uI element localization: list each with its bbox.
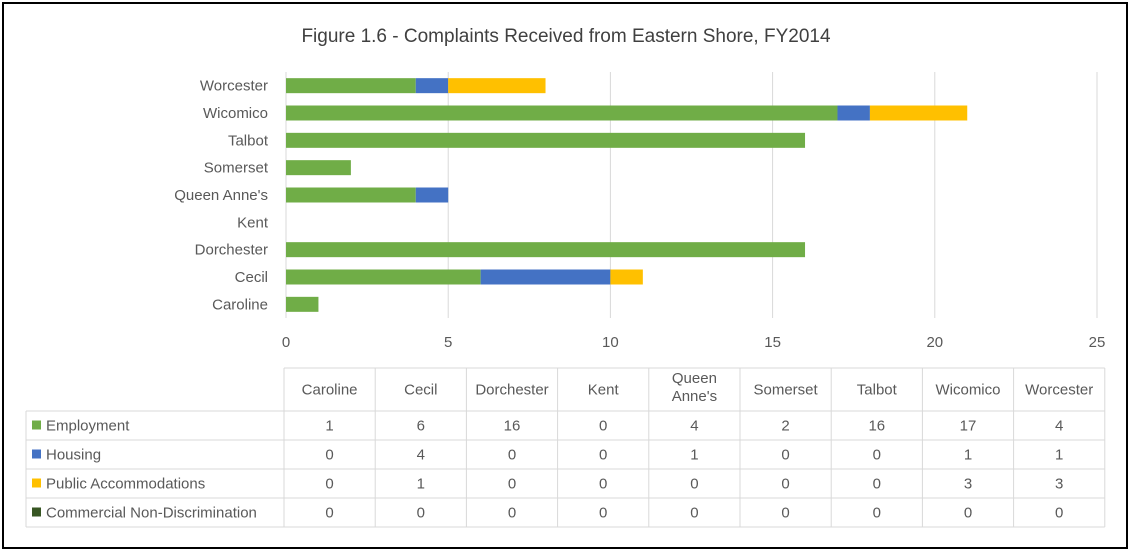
table-cell-commercial-non-discrimination-caroline: 0	[325, 505, 333, 522]
y-tick-label-worcester: Worcester	[200, 78, 268, 95]
table-cell-housing-worcester: 1	[1055, 447, 1063, 464]
table-cell-commercial-non-discrimination-wicomico: 0	[964, 505, 972, 522]
table-cell-commercial-non-discrimination-kent: 0	[599, 505, 607, 522]
x-tick-label-5: 5	[444, 334, 452, 351]
table-cell-commercial-non-discrimination-queen-anne-s: 0	[690, 505, 698, 522]
table-header-dorchester: Dorchester	[475, 382, 548, 399]
bar-talbot-employment	[286, 132, 806, 148]
table-cell-employment-somerset: 2	[781, 418, 789, 435]
table-cell-housing-cecil: 4	[417, 447, 425, 464]
table-header-caroline: Caroline	[302, 382, 358, 399]
table-cell-commercial-non-discrimination-talbot: 0	[873, 505, 881, 522]
series-label-public-accommodations: Public Accommodations	[46, 476, 205, 493]
y-tick-label-dorchester: Dorchester	[195, 242, 268, 259]
bar-wicomico-public-accommodations	[869, 105, 968, 121]
bar-queen-anne-s-employment	[286, 187, 416, 203]
table-cell-employment-dorchester: 16	[504, 418, 521, 435]
chart-title: Figure 1.6 - Complaints Received from Ea…	[301, 26, 831, 47]
bar-cecil-housing	[480, 269, 611, 285]
x-tick-label-20: 20	[926, 334, 943, 351]
table-header-worcester: Worcester	[1025, 382, 1093, 399]
y-tick-label-kent: Kent	[237, 214, 269, 231]
table-cell-housing-talbot: 0	[873, 447, 881, 464]
bar-queen-anne-s-housing	[415, 187, 449, 203]
table-cell-public-accommodations-worcester: 3	[1055, 476, 1063, 493]
table-cell-public-accommodations-caroline: 0	[325, 476, 333, 493]
table-cell-public-accommodations-dorchester: 0	[508, 476, 516, 493]
bar-cecil-employment	[286, 269, 481, 285]
y-tick-label-wicomico: Wicomico	[203, 105, 268, 122]
x-tick-labels: 0 5 10 15 20 25	[282, 334, 1106, 351]
legend-key-housing	[32, 449, 41, 459]
legend-key-public-accommodations	[32, 478, 41, 488]
y-tick-label-talbot: Talbot	[228, 132, 269, 149]
table-cell-public-accommodations-cecil: 1	[417, 476, 425, 493]
y-tick-label-queen-anne-s: Queen Anne's	[174, 187, 268, 204]
bar-cecil-public-accommodations	[610, 269, 643, 285]
table-cell-employment-cecil: 6	[417, 418, 425, 435]
table-header-somerset: Somerset	[753, 382, 818, 399]
table-cell-housing-wicomico: 1	[964, 447, 972, 464]
series-label-housing: Housing	[46, 447, 101, 464]
table-header-cecil: Cecil	[404, 382, 437, 399]
table-cell-commercial-non-discrimination-worcester: 0	[1055, 505, 1063, 522]
legend-key-employment	[32, 420, 41, 430]
data-table: Caroline Cecil Dorchester Kent Queen Anne's So…	[25, 367, 1106, 528]
bar-wicomico-housing	[837, 105, 870, 121]
bar-caroline-employment	[286, 296, 319, 312]
y-tick-label-cecil: Cecil	[235, 269, 268, 286]
y-tick-label-caroline: Caroline	[212, 296, 268, 313]
table-cell-commercial-non-discrimination-cecil: 0	[417, 505, 425, 522]
x-tick-label-10: 10	[602, 334, 619, 351]
table-cell-public-accommodations-talbot: 0	[873, 476, 881, 493]
y-tick-labels: Caroline Cecil Dorchester Kent Queen Anne's S…	[174, 78, 269, 314]
table-header-wicomico: Wicomico	[935, 382, 1000, 399]
series-label-employment: Employment	[46, 418, 130, 435]
table-cell-housing-somerset: 0	[781, 447, 789, 464]
table-cell-housing-dorchester: 0	[508, 447, 516, 464]
table-cell-public-accommodations-wicomico: 3	[964, 476, 972, 493]
x-tick-label-15: 15	[764, 334, 781, 351]
bar-dorchester-employment	[286, 242, 806, 258]
bar-somerset-employment	[286, 160, 351, 176]
table-cell-housing-caroline: 0	[325, 447, 333, 464]
series-label-commercial-non-discrimination: Commercial Non-Discrimination	[46, 505, 257, 522]
table-cell-housing-queen-anne-s: 1	[690, 447, 698, 464]
table-cell-employment-worcester: 4	[1055, 418, 1063, 435]
bars	[286, 78, 968, 312]
table-cell-housing-kent: 0	[599, 447, 607, 464]
table-cell-commercial-non-discrimination-somerset: 0	[781, 505, 789, 522]
table-cell-public-accommodations-somerset: 0	[781, 476, 789, 493]
table-cell-public-accommodations-kent: 0	[599, 476, 607, 493]
table-cell-public-accommodations-queen-anne-s: 0	[690, 476, 698, 493]
table-cell-employment-talbot: 16	[868, 418, 885, 435]
bar-worcester-housing	[415, 78, 449, 94]
table-header-queen-anne-s: Queen Anne's	[672, 370, 717, 405]
table-cell-employment-queen-anne-s: 4	[690, 418, 698, 435]
table-header-kent: Kent	[588, 382, 620, 399]
table-cell-employment-kent: 0	[599, 418, 607, 435]
table-header-talbot: Talbot	[857, 382, 898, 399]
table-cell-employment-caroline: 1	[325, 418, 333, 435]
x-tick-label-0: 0	[282, 334, 290, 351]
bar-worcester-public-accommodations	[448, 78, 546, 94]
table-cell-employment-wicomico: 17	[960, 418, 977, 435]
table-cell-commercial-non-discrimination-dorchester: 0	[508, 505, 516, 522]
bar-wicomico-employment	[286, 105, 838, 121]
bar-worcester-employment	[286, 78, 416, 94]
legend-key-commercial-non-discrimination	[32, 507, 41, 517]
x-tick-label-25: 25	[1089, 334, 1106, 351]
y-tick-label-somerset: Somerset	[204, 160, 269, 177]
